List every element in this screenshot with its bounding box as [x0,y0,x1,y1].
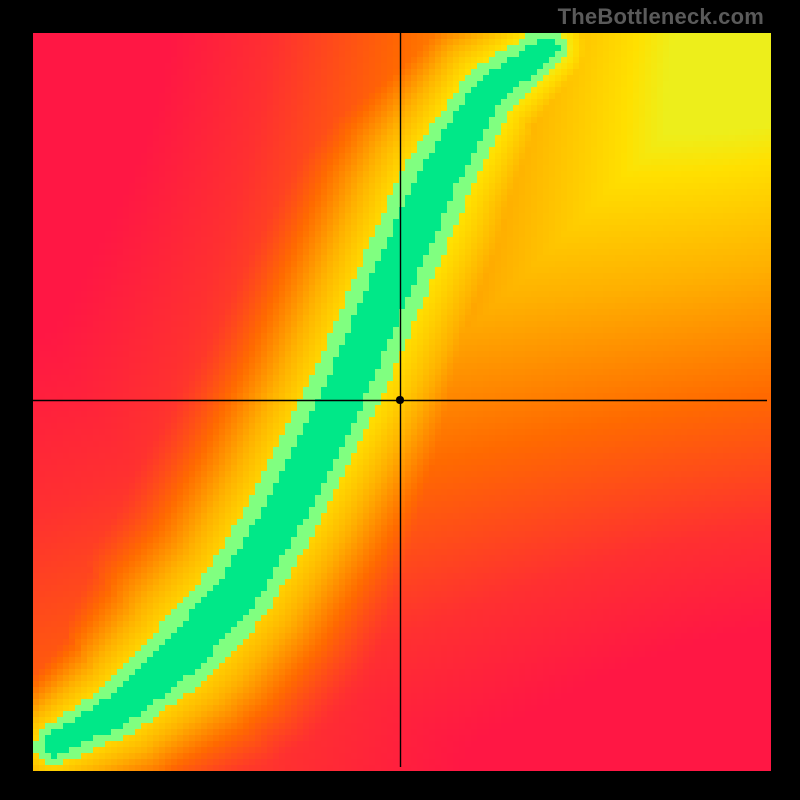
bottleneck-heatmap-canvas [0,0,800,800]
watermark-text: TheBottleneck.com [558,4,764,30]
chart-container: { "watermark": { "text": "TheBottleneck.… [0,0,800,800]
